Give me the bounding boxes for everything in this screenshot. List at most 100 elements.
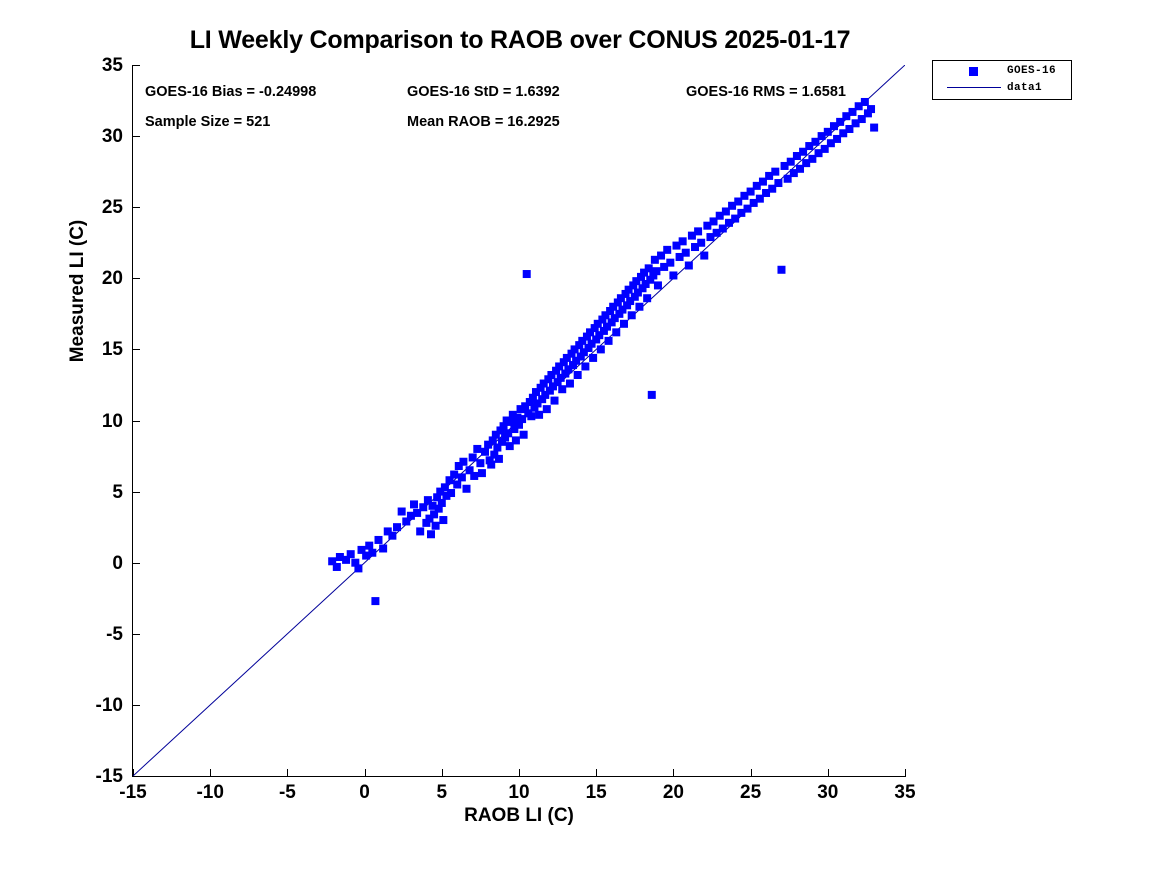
y-tick (133, 278, 140, 280)
data-point (357, 545, 366, 554)
data-point (335, 553, 344, 562)
data-point (715, 211, 724, 220)
data-point (536, 383, 545, 392)
data-point (814, 149, 823, 158)
data-point (783, 174, 792, 183)
x-tick (364, 769, 366, 776)
x-axis-label: RAOB LI (C) (464, 805, 574, 826)
data-point (616, 294, 625, 303)
data-point (564, 365, 573, 374)
data-point (632, 277, 641, 286)
data-point (445, 476, 454, 485)
data-point (406, 511, 415, 520)
data-point (604, 336, 613, 345)
data-point (527, 412, 536, 421)
data-point (368, 548, 377, 557)
data-point (802, 159, 811, 168)
data-point (498, 437, 507, 446)
data-point (621, 289, 630, 298)
data-point (528, 393, 537, 402)
y-tick-label: 25 (101, 197, 123, 219)
data-point (567, 349, 576, 358)
data-point (547, 371, 556, 379)
data-point (575, 341, 584, 350)
data-point (799, 147, 808, 156)
data-point (582, 332, 591, 341)
y-tick-label: 10 (101, 410, 123, 432)
data-point (643, 294, 652, 303)
data-point (649, 271, 658, 280)
x-tick-label: -15 (119, 782, 147, 803)
data-point (653, 281, 662, 290)
data-point (530, 403, 539, 412)
data-point (442, 491, 451, 500)
data-point (388, 531, 397, 540)
data-point (771, 167, 780, 176)
data-point (749, 198, 758, 207)
data-point (612, 328, 621, 337)
data-points-group (328, 97, 879, 606)
y-tick (133, 562, 140, 564)
data-point (374, 535, 383, 544)
data-point (836, 117, 845, 126)
x-tick (133, 769, 134, 776)
data-point (613, 298, 622, 307)
y-tick (133, 136, 140, 138)
data-point (457, 473, 466, 482)
data-point (440, 483, 449, 492)
data-point (513, 413, 522, 422)
x-tick-label: -5 (278, 782, 296, 803)
data-point (430, 510, 439, 519)
data-point (694, 227, 703, 236)
data-point (584, 343, 593, 352)
data-point (627, 311, 636, 320)
data-point (678, 237, 687, 246)
data-point (592, 335, 601, 344)
data-point (561, 369, 570, 378)
data-point (762, 188, 771, 197)
data-point (609, 302, 618, 311)
data-point (633, 288, 642, 297)
y-tick-label: 35 (101, 55, 123, 76)
data-point (496, 426, 505, 435)
x-tick (827, 769, 829, 776)
y-tick-label: -5 (106, 623, 123, 645)
data-point (507, 417, 516, 426)
data-point (453, 480, 462, 489)
x-tick (905, 769, 906, 776)
data-point (657, 251, 666, 260)
data-point (601, 311, 610, 320)
data-point (332, 562, 341, 571)
y-tick (133, 420, 140, 422)
data-point (499, 422, 508, 431)
data-point (431, 521, 440, 530)
data-point (728, 201, 737, 210)
data-point (718, 224, 727, 233)
data-point (553, 378, 562, 387)
data-point (485, 456, 494, 465)
data-point (434, 504, 443, 513)
data-point (623, 301, 632, 310)
data-point (731, 214, 740, 223)
data-point (765, 171, 774, 180)
stat-bias: GOES-16 Bias = -0.24998 (145, 84, 317, 100)
data-point (484, 440, 493, 449)
x-tick-label: 5 (436, 782, 448, 803)
data-point (619, 319, 628, 328)
data-point (724, 218, 733, 227)
y-tick-label: 15 (101, 339, 123, 361)
data-point (519, 430, 528, 439)
y-tick (133, 491, 140, 493)
data-point (516, 405, 525, 414)
data-point (755, 194, 764, 203)
data-point (752, 181, 761, 190)
data-point (518, 415, 527, 424)
data-point (823, 127, 832, 136)
data-point (792, 152, 801, 161)
data-point (346, 550, 355, 559)
data-point (510, 425, 519, 434)
y-tick (133, 704, 140, 706)
data-point (545, 386, 554, 395)
data-point (618, 305, 627, 314)
data-point (351, 558, 360, 567)
